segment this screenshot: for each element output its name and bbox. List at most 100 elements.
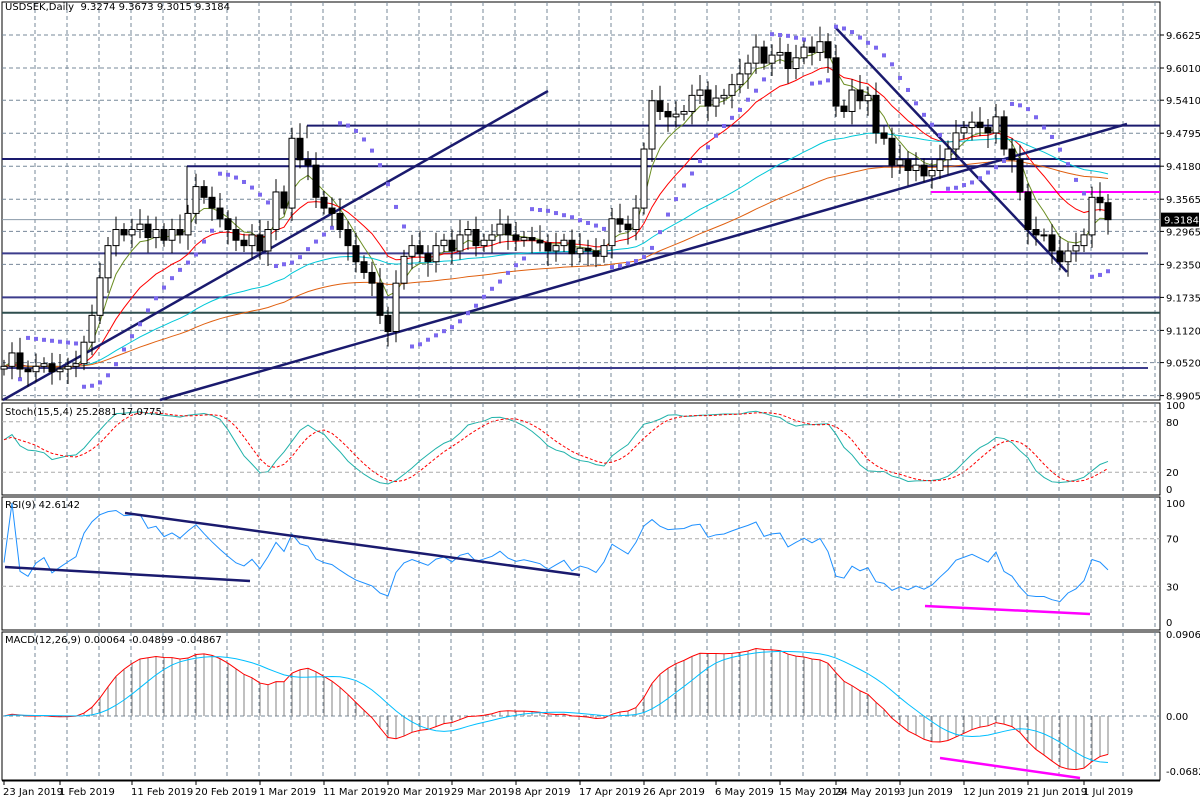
candle (736, 73, 744, 86)
candle (496, 223, 504, 236)
candle (288, 137, 296, 209)
sar-dot (1058, 147, 1062, 152)
sar-dot (298, 255, 302, 260)
candle (760, 46, 768, 64)
candle (928, 169, 936, 177)
sar-dot (658, 230, 662, 235)
stoch-axis-label: 80 (1166, 418, 1179, 429)
sar-dot (1026, 107, 1030, 112)
sar-dot (834, 24, 838, 29)
candle (184, 212, 192, 236)
candle (368, 271, 376, 284)
candle (960, 127, 968, 134)
sar-dot (338, 121, 342, 126)
candle (840, 105, 848, 112)
sar-dot (890, 62, 894, 67)
sar-dot (826, 78, 830, 83)
sar-dot (370, 148, 374, 153)
rsi-label: RSI(9) 42.6142 (5, 500, 80, 511)
moving-average-5 (3, 50, 1109, 369)
candle (488, 234, 496, 241)
sar-dot (634, 259, 638, 264)
date-label: 12 Jun 2019 (963, 787, 1023, 798)
price-tick-label: 9.2350 (1166, 260, 1200, 271)
date-label: 24 May 2019 (835, 787, 900, 798)
sar-dot (434, 333, 438, 338)
rsi-axis-label: 100 (1166, 499, 1185, 510)
panel-frame-3 (1, 631, 1161, 781)
candle (696, 89, 704, 96)
sar-dot (354, 128, 358, 133)
sar-dot (250, 185, 254, 190)
trendline (2, 89, 549, 402)
candle (920, 164, 928, 177)
sar-dot (498, 279, 502, 284)
candle (456, 234, 464, 252)
sar-dot (1066, 162, 1070, 167)
sar-dot (418, 342, 422, 347)
candle (1064, 250, 1072, 263)
sar-dot (626, 261, 630, 266)
candle (544, 242, 552, 252)
candle (816, 41, 824, 53)
rsi-trendline (124, 511, 581, 577)
candle (144, 223, 152, 239)
sar-dot (650, 245, 654, 250)
candle (904, 159, 912, 171)
macd-label: MACD(12,26,9) 0.00064 -0.04899 -0.04867 (5, 635, 222, 646)
candle (832, 57, 840, 107)
current-price-box (1161, 212, 1199, 227)
candle (72, 363, 80, 367)
candle (824, 41, 832, 59)
sar-dot (978, 176, 982, 181)
price-tick-label: 9.1735 (1166, 293, 1200, 304)
sar-dot (330, 225, 334, 230)
sar-dot (122, 347, 126, 352)
candle (528, 237, 536, 241)
sar-dot (258, 192, 262, 197)
sar-dot (290, 260, 294, 265)
high-value: 9.3673 (118, 2, 154, 13)
sar-dot (506, 270, 510, 275)
candle (568, 239, 576, 255)
date-label: 3 Jun 2019 (899, 787, 953, 798)
sar-dot (1106, 269, 1110, 274)
candle (1096, 196, 1104, 204)
sar-dot (810, 81, 814, 86)
candle (296, 137, 304, 161)
sar-dot (1074, 177, 1078, 182)
sar-dot (402, 224, 406, 229)
price-tick-label: 9.3565 (1166, 195, 1200, 206)
candle (864, 94, 872, 102)
sar-dot (314, 239, 318, 244)
sar-dot (386, 182, 390, 187)
candle (32, 365, 40, 373)
sar-dot (594, 223, 598, 228)
candle (1048, 234, 1056, 252)
candle (40, 363, 48, 367)
candle (944, 148, 952, 161)
sar-dot (226, 172, 230, 177)
candle (1008, 148, 1016, 161)
candle (776, 51, 784, 56)
candle (656, 100, 664, 112)
candle (744, 62, 752, 75)
candle (1088, 196, 1096, 236)
sar-dot (906, 87, 910, 92)
price-tick-label: 9.6625 (1166, 31, 1200, 42)
rsi-line (3, 502, 1109, 603)
date-label: 11 Feb 2019 (131, 787, 193, 798)
candle (1016, 159, 1024, 193)
sar-dot (1042, 125, 1046, 130)
candle (1024, 191, 1032, 231)
sar-dot (322, 232, 326, 237)
sar-dot (378, 163, 382, 168)
sar-dot (674, 197, 678, 202)
sar-dot (466, 311, 470, 316)
candle (448, 239, 456, 252)
candle (664, 110, 672, 118)
candle (104, 245, 112, 279)
sar-dot (218, 171, 222, 176)
candle (400, 255, 408, 284)
